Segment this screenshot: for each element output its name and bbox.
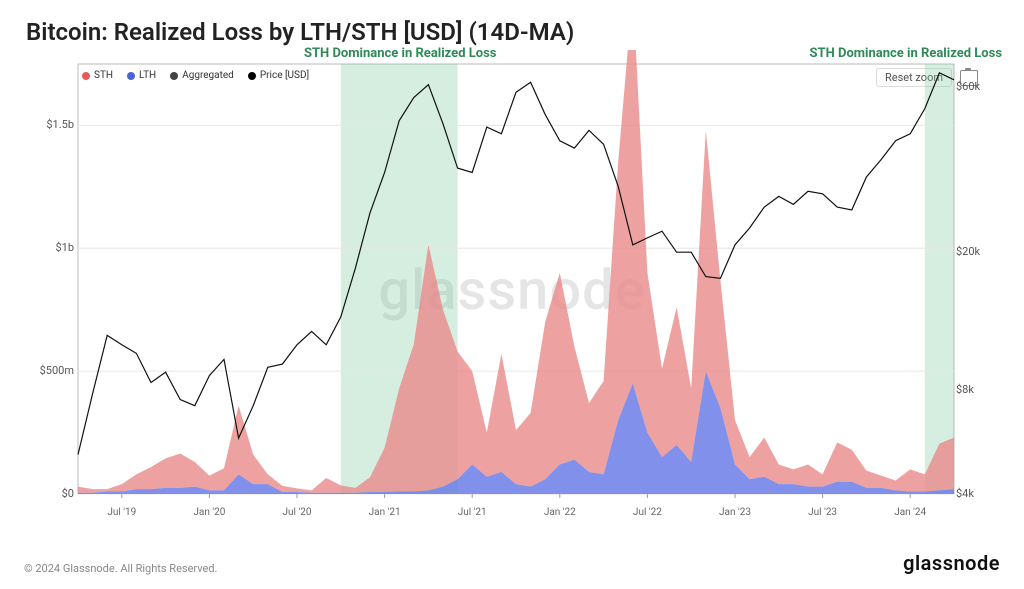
chart-title: Bitcoin: Realized Loss by LTH/STH [USD] … [26, 18, 1000, 46]
copyright: © 2024 Glassnode. All Rights Reserved. [24, 562, 217, 575]
y-right-tick: $60k [956, 80, 996, 93]
x-tick: Jan '22 [544, 507, 576, 518]
x-tick: Jul '23 [808, 507, 837, 518]
y-left-tick: $1.5b [28, 118, 74, 131]
y-left-tick: $0 [28, 487, 74, 500]
y-right-tick: $4k [956, 487, 996, 500]
x-tick: Jul '19 [107, 507, 136, 518]
x-tick: Jul '20 [283, 507, 312, 518]
x-tick: Jan '23 [719, 507, 751, 518]
brand-logo: glassnode [903, 551, 1000, 575]
x-tick: Jul '21 [458, 507, 487, 518]
y-left-tick: $500m [28, 364, 74, 377]
x-tick: Jul '22 [633, 507, 662, 518]
x-tick: Jan '21 [369, 507, 401, 518]
x-tick: Jan '24 [894, 507, 926, 518]
y-right-tick: $20k [956, 245, 996, 258]
y-left-tick: $1b [28, 241, 74, 254]
y-right-tick: $8k [956, 383, 996, 396]
x-tick: Jan '20 [193, 507, 225, 518]
chart-container: STH Dominance in Realized Loss STH Domin… [24, 50, 1000, 530]
chart-svg [24, 50, 1000, 530]
